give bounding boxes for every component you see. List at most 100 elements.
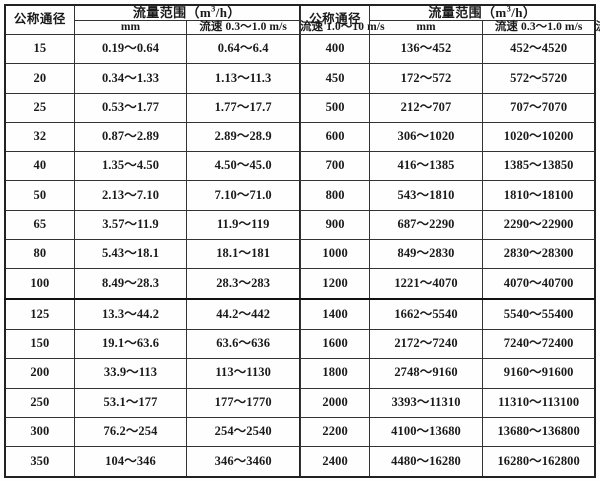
cell-flow-high-speed: 28.3～283: [186, 268, 300, 300]
table-row: 65 3.57～11.9 11.9～119: [4, 209, 300, 241]
cell-nominal-diameter: 200: [4, 358, 75, 389]
table-row: 350 104～346 346～3460: [4, 446, 300, 478]
header-flow-range-sup: 3: [211, 3, 216, 14]
cell-nominal-diameter: 2200: [299, 416, 371, 448]
cell-flow-low-speed: 8.49～28.3: [73, 268, 188, 300]
table-row: 40 1.35～4.50 4.50～45.0: [4, 151, 300, 182]
cell-flow-low-speed: 0.19～0.64: [73, 33, 188, 65]
table-row: 1200 1221～4070 4070～40700: [299, 268, 596, 300]
header-row-titles: 公称通径 流量范围（m3/h）: [4, 3, 300, 35]
table-row: 50 2.13～7.10 7.10～71.0: [4, 180, 300, 211]
cell-flow-high-speed: 1020～10200: [481, 121, 596, 153]
cell-flow-high-speed: 9160～91600: [481, 358, 596, 389]
cell-nominal-diameter: 1400: [299, 298, 371, 330]
cell-nominal-diameter: 150: [4, 328, 75, 360]
header-nominal-diameter: 公称通径: [299, 4, 371, 35]
cell-nominal-diameter: 350: [4, 446, 75, 478]
table-row: 400 136～452 452～4520: [299, 33, 596, 65]
flow-rate-table-right: 公称通径 流量范围（m3/h） mm 流速 0.3～1.0 m/s 流速 1.0…: [299, 3, 600, 478]
table-row: 80 5.43～18.1 18.1～181: [4, 239, 300, 270]
header-flow-range: 流量范围（m3/h）: [73, 3, 300, 22]
header-flow-range-suffix: /h）: [511, 5, 537, 20]
table-row: 700 416～1385 1385～13850: [299, 151, 596, 182]
cell-nominal-diameter: 1000: [299, 239, 371, 270]
table-row: 150 19.1～63.6 63.6～636: [4, 328, 300, 360]
table-row: 1600 2172～7240 7240～72400: [299, 328, 596, 360]
table-row: 500 212～707 707～7070: [299, 92, 596, 123]
cell-flow-low-speed: 0.87～2.89: [73, 121, 188, 153]
cell-nominal-diameter: 25: [4, 92, 75, 123]
cell-nominal-diameter: 1800: [299, 358, 371, 389]
cell-flow-low-speed: 1.35～4.50: [73, 151, 188, 182]
table-row: 2400 4480～16280 16280～162800: [299, 446, 596, 478]
table-row: 2000 3393～11310 11310～113100: [299, 387, 596, 418]
header-speed-low-dup: 流速 0.3～1.0 m/s: [186, 20, 300, 35]
cell-nominal-diameter: 1200: [299, 268, 371, 300]
cell-nominal-diameter: 80: [4, 239, 75, 270]
cell-nominal-diameter: 40: [4, 151, 75, 182]
table-body-right: 400 136～452 452～4520 450 172～572 572～5720 500 2…: [299, 33, 596, 478]
cell-flow-low-speed: 2748～9160: [369, 358, 483, 389]
cell-nominal-diameter: 2400: [299, 446, 371, 478]
cell-nominal-diameter: 15: [4, 33, 75, 65]
cell-nominal-diameter: 50: [4, 180, 75, 211]
cell-nominal-diameter: 20: [4, 63, 75, 94]
table-row: 1800 2748～9160 9160～91600: [299, 358, 596, 389]
table-half-right: 公称通径 流量范围（m3/h） mm 流速 0.3～1.0 m/s 流速 1.0…: [299, 3, 600, 478]
flow-rate-table-left: 公称通径 流量范围（m3/h） mm 流速 0.3～1.0 m/s 流速 1.0…: [4, 3, 385, 478]
cell-flow-low-speed: 849～2830: [369, 239, 483, 270]
cell-flow-low-speed: 2.13～7.10: [73, 180, 188, 211]
cell-nominal-diameter: 600: [299, 121, 371, 153]
cell-flow-low-speed: 687～2290: [369, 209, 483, 241]
cell-flow-high-speed: 346～3460: [186, 446, 300, 478]
cell-nominal-diameter: 300: [4, 416, 75, 448]
cell-flow-low-speed: 2172～7240: [369, 328, 483, 360]
header-row-titles: 公称通径 流量范围（m3/h）: [299, 3, 596, 35]
cell-flow-high-speed: 0.64～6.4: [186, 33, 300, 65]
cell-flow-low-speed: 4480～16280: [369, 446, 483, 478]
cell-flow-high-speed: 13680～136800: [481, 416, 596, 448]
cell-flow-high-speed: 254～2540: [186, 416, 300, 448]
table-row: 600 306～1020 1020～10200: [299, 121, 596, 153]
cell-flow-low-speed: 104～346: [73, 446, 188, 478]
cell-flow-low-speed: 1221～4070: [369, 268, 483, 300]
cell-flow-high-speed: 2830～28300: [481, 239, 596, 270]
cell-nominal-diameter: 450: [299, 63, 371, 94]
cell-flow-high-speed: 16280～162800: [481, 446, 596, 478]
table-row: 800 543～1810 1810～18100: [299, 180, 596, 211]
cell-flow-low-speed: 33.9～113: [73, 358, 188, 389]
cell-flow-high-speed: 113～1130: [186, 358, 300, 389]
cell-flow-low-speed: 53.1～177: [73, 387, 188, 418]
header-flow-range-prefix: 流量范围（m: [428, 5, 507, 20]
cell-nominal-diameter: 250: [4, 387, 75, 418]
cell-flow-low-speed: 543～1810: [369, 180, 483, 211]
table-row: 25 0.53～1.77 1.77～17.7: [4, 92, 300, 123]
table-row: 1400 1662～5540 5540～55400: [299, 298, 596, 330]
cell-flow-low-speed: 5.43～18.1: [73, 239, 188, 270]
cell-flow-low-speed: 212～707: [369, 92, 483, 123]
cell-flow-low-speed: 172～572: [369, 63, 483, 94]
cell-nominal-diameter: 100: [4, 268, 75, 300]
cell-flow-high-speed: 452～4520: [481, 33, 596, 65]
header-unit-mm: mm: [369, 20, 483, 35]
cell-flow-low-speed: 4100～13680: [369, 416, 483, 448]
table-header-left: 公称通径 流量范围（m3/h） mm 流速 0.3～1.0 m/s 流速 1.0…: [4, 3, 385, 35]
cell-nominal-diameter: 2000: [299, 387, 371, 418]
table-header-right: 公称通径 流量范围（m3/h） mm 流速 0.3～1.0 m/s 流速 1.0…: [299, 3, 600, 35]
cell-flow-high-speed: 1385～13850: [481, 151, 596, 182]
cell-flow-high-speed: 44.2～442: [186, 298, 300, 330]
table-row: 200 33.9～113 113～1130: [4, 358, 300, 389]
cell-flow-low-speed: 13.3～44.2: [73, 298, 188, 330]
cell-flow-high-speed: 177～1770: [186, 387, 300, 418]
cell-nominal-diameter: 400: [299, 33, 371, 65]
cell-flow-high-speed: 7.10～71.0: [186, 180, 300, 211]
table-row: 250 53.1～177 177～1770: [4, 387, 300, 418]
table-row: 1000 849～2830 2830～28300: [299, 239, 596, 270]
table-row: 450 172～572 572～5720: [299, 63, 596, 94]
cell-flow-low-speed: 416～1385: [369, 151, 483, 182]
cell-nominal-diameter: 1600: [299, 328, 371, 360]
header-flow-range-sup: 3: [506, 3, 512, 14]
cell-flow-high-speed: 11310～113100: [481, 387, 596, 418]
cell-flow-low-speed: 0.34～1.33: [73, 63, 188, 94]
